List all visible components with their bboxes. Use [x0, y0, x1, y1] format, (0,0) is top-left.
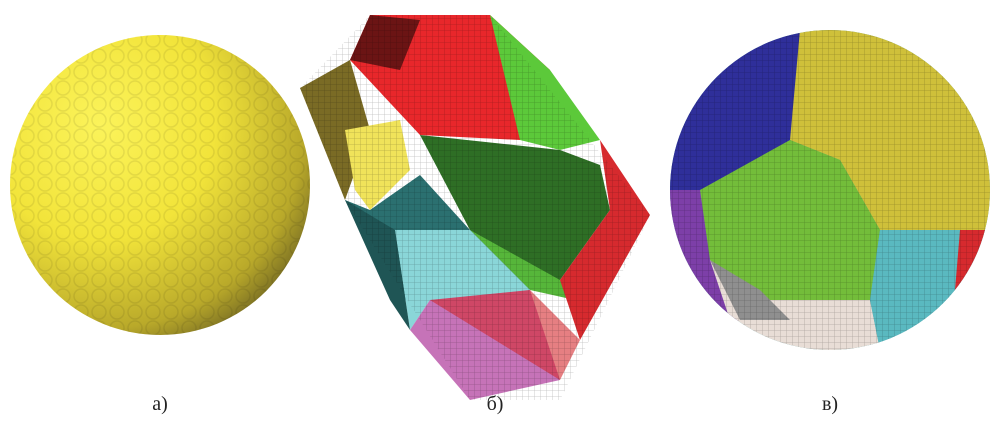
- voxel-sphere: [670, 30, 990, 350]
- golf-ball: [10, 35, 310, 335]
- panel-label: в): [822, 393, 838, 415]
- panel-label: б): [487, 393, 504, 415]
- panel-label: а): [152, 393, 168, 415]
- voxel-crystal: [300, 15, 650, 400]
